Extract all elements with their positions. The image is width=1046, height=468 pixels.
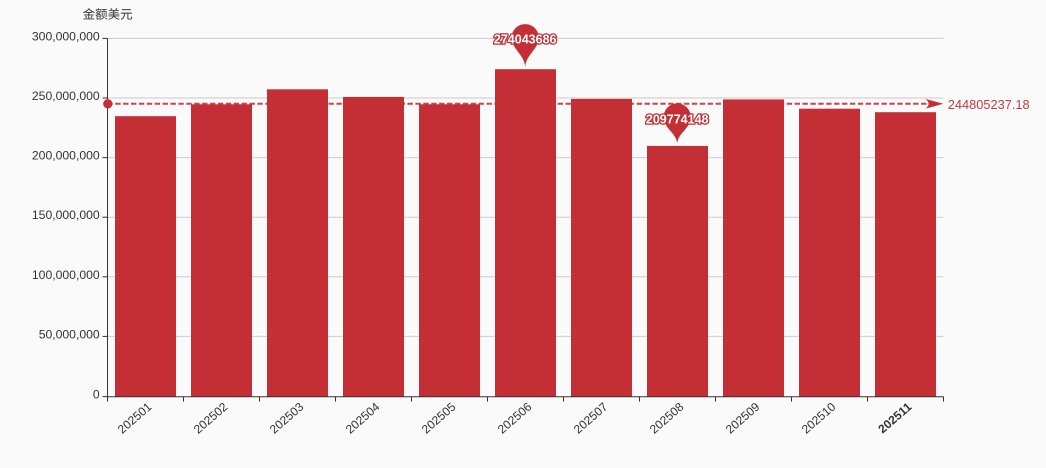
svg-text:202507: 202507 <box>571 399 611 436</box>
svg-text:50,000,000: 50,000,000 <box>39 327 100 341</box>
svg-text:209774148: 209774148 <box>646 113 709 127</box>
svg-text:202505: 202505 <box>419 399 459 436</box>
svg-text:300,000,000: 300,000,000 <box>32 29 100 43</box>
svg-text:244805237.18: 244805237.18 <box>948 97 1030 112</box>
svg-text:202510: 202510 <box>799 399 839 436</box>
svg-text:150,000,000: 150,000,000 <box>32 208 100 222</box>
svg-text:202502: 202502 <box>191 399 231 436</box>
svg-text:274043686: 274043686 <box>494 33 557 47</box>
svg-text:202508: 202508 <box>647 399 687 436</box>
svg-text:0: 0 <box>93 388 100 402</box>
svg-text:202503: 202503 <box>267 399 307 436</box>
svg-text:202501: 202501 <box>115 399 155 436</box>
svg-text:202509: 202509 <box>723 399 763 436</box>
svg-text:202506: 202506 <box>495 399 535 436</box>
svg-text:202504: 202504 <box>343 399 383 436</box>
svg-text:100,000,000: 100,000,000 <box>32 268 100 282</box>
svg-text:202511: 202511 <box>875 399 914 436</box>
svg-text:250,000,000: 250,000,000 <box>32 89 100 103</box>
svg-text:200,000,000: 200,000,000 <box>32 149 100 163</box>
